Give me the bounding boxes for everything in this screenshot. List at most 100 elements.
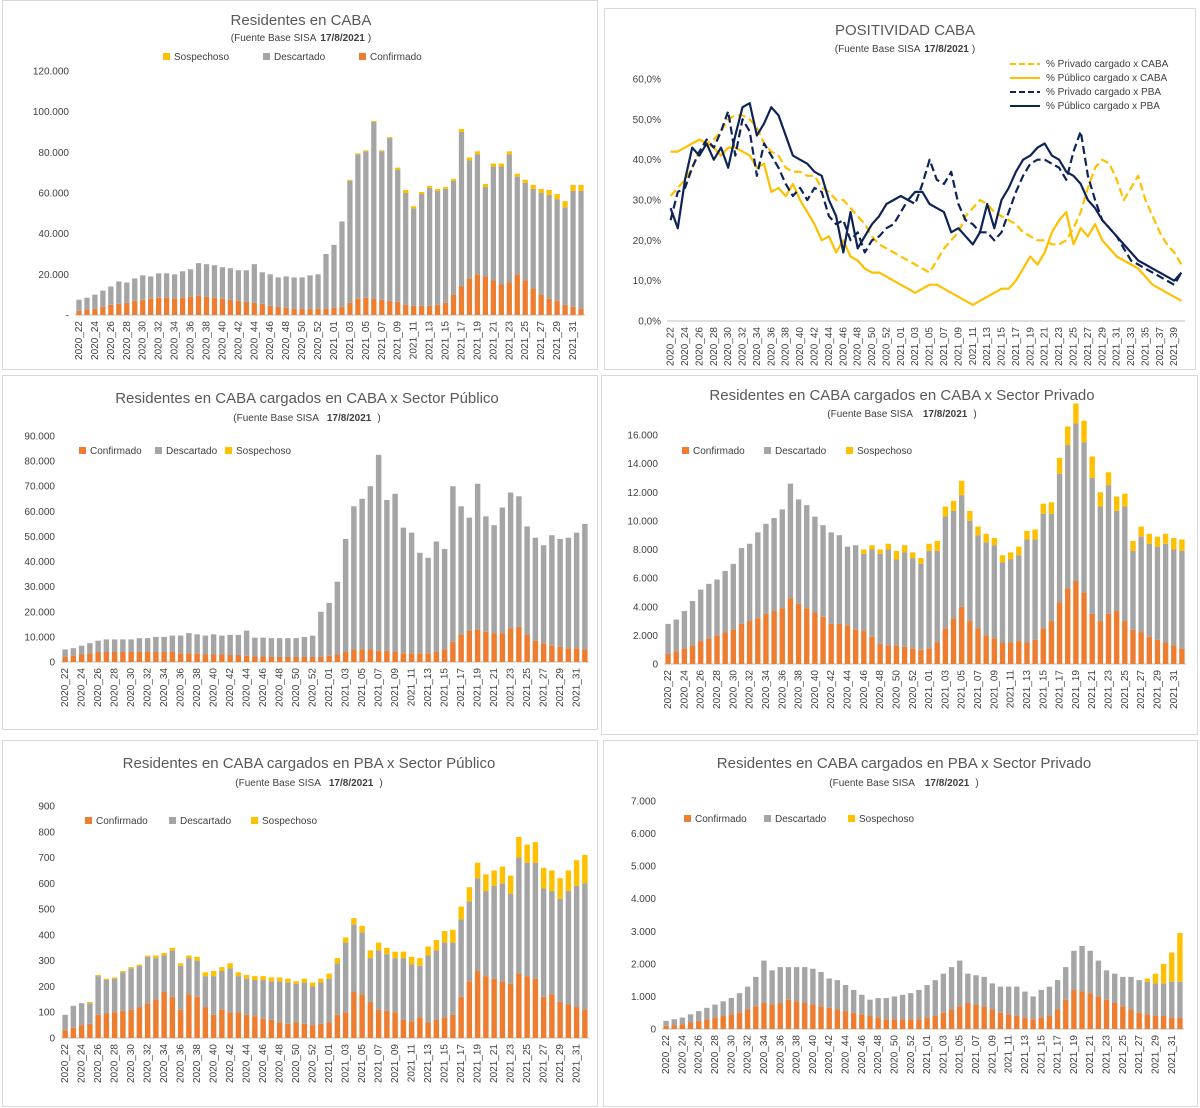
x-tick-label: 2021_31 (1112, 327, 1123, 366)
bar-confirmado (307, 308, 313, 315)
bar-confirmado (795, 603, 802, 664)
bar-confirmado (836, 623, 843, 664)
bar-descartado (395, 169, 401, 302)
bar-sospechoso (210, 970, 217, 977)
bar-sospechoso (419, 191, 425, 195)
legend-label-descartado: Descartado (180, 816, 232, 827)
bar-descartado (128, 968, 134, 1010)
bar-confirmado (375, 1009, 382, 1038)
bar-confirmado (891, 1019, 898, 1029)
bar-descartado (153, 636, 159, 652)
bar-confirmado (434, 304, 441, 315)
bar-descartado (400, 527, 407, 654)
bar-descartado (70, 648, 77, 656)
bar-descartado (663, 1020, 669, 1026)
bar-confirmado (186, 653, 192, 662)
bar-sospechoso (441, 931, 448, 943)
x-tick-label: 2020_44 (841, 1035, 852, 1074)
x-tick-label: 2021_03 (938, 1035, 949, 1074)
bar-sospechoso (95, 974, 101, 977)
bar-confirmado (128, 651, 134, 662)
bar-confirmado (1177, 1017, 1183, 1029)
bar-descartado (301, 982, 308, 1024)
x-tick-label: 2020_30 (723, 327, 734, 366)
bar-sospechoso (1162, 533, 1169, 544)
bar-descartado (582, 523, 588, 650)
bar-confirmado (276, 1022, 283, 1038)
bar-descartado (164, 273, 170, 298)
bar-descartado (293, 638, 299, 657)
bar-confirmado (1144, 1014, 1150, 1029)
bar-confirmado (507, 628, 514, 662)
bar-descartado (573, 885, 580, 1008)
bar-confirmado (458, 286, 465, 315)
x-tick-label: 2020_34 (170, 321, 181, 360)
bar-confirmado (885, 645, 891, 664)
x-tick-label: 2020_48 (873, 1035, 884, 1074)
bar-sospechoso (466, 157, 473, 161)
bar-descartado (417, 965, 423, 1018)
bar-confirmado (260, 1018, 266, 1038)
bar-descartado (673, 619, 679, 652)
bar-sospechoso (359, 925, 365, 933)
bar-descartado (1177, 981, 1183, 1018)
bar-descartado (1122, 506, 1128, 622)
x-tick-label: 2020_44 (242, 668, 253, 707)
bar-confirmado (516, 626, 522, 662)
bar-descartado (1089, 477, 1095, 614)
bar-sospechoso (268, 977, 275, 982)
bar-confirmado (565, 1004, 572, 1038)
bar-confirmado (392, 651, 398, 662)
bar-descartado (243, 270, 249, 302)
bar-descartado (179, 271, 186, 298)
bar-confirmado (136, 651, 143, 662)
bar-descartado (932, 980, 938, 1016)
bar-confirmado (171, 298, 178, 315)
bar-confirmado (1005, 1014, 1012, 1029)
y-tick-label: 500 (38, 905, 55, 916)
bar-descartado (62, 1014, 68, 1031)
x-tick-label: 2020_52 (313, 321, 324, 360)
bar-descartado (506, 154, 512, 283)
bar-descartado (259, 272, 265, 304)
x-tick-label: 2020_42 (233, 321, 244, 360)
bar-descartado (1005, 986, 1012, 1015)
x-tick-label: 2021_19 (1025, 327, 1036, 366)
bar-confirmado (965, 1002, 971, 1029)
bar-confirmado (100, 306, 106, 315)
bar-descartado (516, 496, 522, 627)
x-tick-label: 2020_44 (242, 1044, 253, 1083)
bar-confirmado (818, 1006, 824, 1029)
bar-descartado (820, 525, 826, 617)
x-tick-label: 2021_07 (939, 327, 950, 366)
x-tick-label: 2020_32 (143, 1044, 154, 1083)
y-tick-label: 3.000 (631, 927, 656, 938)
x-tick-label: 2021_09 (390, 668, 401, 707)
x-tick-label: 2020_32 (743, 1035, 754, 1074)
bar-descartado (1171, 549, 1177, 646)
bar-confirmado (582, 649, 588, 662)
x-tick-label: 2021_17 (1055, 670, 1066, 709)
bar-confirmado (859, 1014, 865, 1029)
bar-descartado (1162, 543, 1169, 643)
x-tick-label: 2021_31 (572, 1044, 583, 1083)
x-tick-label: 2021_29 (1152, 670, 1163, 709)
bar-confirmado (540, 643, 547, 662)
bar-confirmado (787, 598, 794, 664)
bar-confirmado (441, 1017, 448, 1038)
bar-sospechoso (530, 184, 536, 189)
x-tick-label: 2020_30 (126, 1044, 137, 1083)
bar-descartado (458, 506, 464, 635)
x-tick-label: 2020_52 (308, 1044, 319, 1083)
bar-confirmado (877, 643, 883, 664)
bar-descartado (965, 973, 971, 1003)
bar-descartado (307, 275, 313, 309)
bar-confirmado (524, 976, 530, 1038)
bar-descartado (252, 637, 258, 657)
x-tick-label: 2020_34 (761, 670, 772, 709)
bar-sospechoso (128, 967, 134, 969)
y-tick-label: 10.000 (627, 516, 658, 527)
bar-confirmado (76, 310, 82, 315)
bar-confirmado (918, 649, 924, 664)
x-tick-label: 2020_50 (291, 668, 302, 707)
